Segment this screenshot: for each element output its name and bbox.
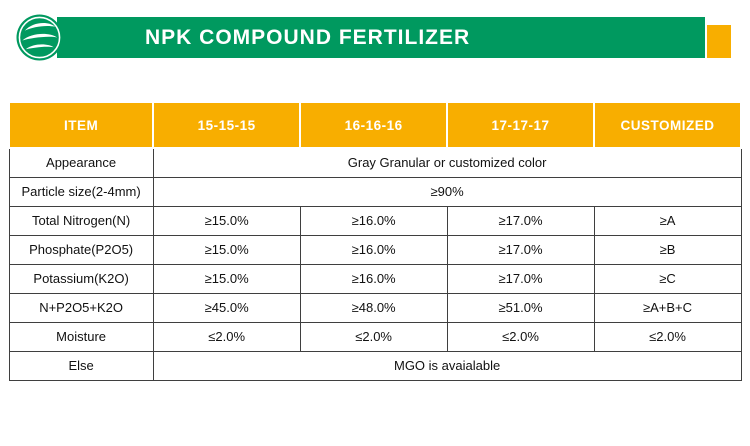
header-banner: NPK COMPOUND FERTILIZER bbox=[0, 14, 750, 61]
cell-value: ≤2.0% bbox=[593, 321, 742, 352]
cell-value: ≥17.0% bbox=[446, 234, 595, 265]
header-yellow-accent bbox=[707, 25, 731, 58]
cell-value: ≥B bbox=[593, 234, 742, 265]
row-span-value: Gray Granular or customized color bbox=[152, 147, 742, 178]
table-row: Total Nitrogen(N) ≥15.0% ≥16.0% ≥17.0% ≥… bbox=[8, 205, 742, 236]
cell-value: ≥16.0% bbox=[299, 205, 448, 236]
cell-value: ≥17.0% bbox=[446, 205, 595, 236]
cell-value: ≤2.0% bbox=[446, 321, 595, 352]
table-row: N+P2O5+K2O ≥45.0% ≥48.0% ≥51.0% ≥A+B+C bbox=[8, 292, 742, 323]
cell-value: ≥A+B+C bbox=[593, 292, 742, 323]
fertilizer-spec-table: ITEM 15-15-15 16-16-16 17-17-17 CUSTOMIZ… bbox=[7, 101, 742, 381]
row-label: Moisture bbox=[8, 321, 154, 352]
table-row: Moisture ≤2.0% ≤2.0% ≤2.0% ≤2.0% bbox=[8, 321, 742, 352]
col-header-15-15-15: 15-15-15 bbox=[152, 101, 302, 149]
table-row: Potassium(K2O) ≥15.0% ≥16.0% ≥17.0% ≥C bbox=[8, 263, 742, 294]
cell-value: ≥A bbox=[593, 205, 742, 236]
row-label: Appearance bbox=[8, 147, 154, 178]
brand-globe-logo-icon bbox=[16, 14, 63, 61]
row-label: Particle size(2-4mm) bbox=[8, 176, 154, 207]
row-span-value: MGO is avaialable bbox=[152, 350, 742, 381]
cell-value: ≥16.0% bbox=[299, 263, 448, 294]
cell-value: ≤2.0% bbox=[152, 321, 301, 352]
cell-value: ≥15.0% bbox=[152, 234, 301, 265]
col-header-16-16-16: 16-16-16 bbox=[299, 101, 449, 149]
cell-value: ≥15.0% bbox=[152, 263, 301, 294]
row-label: Phosphate(P2O5) bbox=[8, 234, 154, 265]
row-span-value: ≥90% bbox=[152, 176, 742, 207]
col-header-17-17-17: 17-17-17 bbox=[446, 101, 596, 149]
cell-value: ≥16.0% bbox=[299, 234, 448, 265]
row-label: Else bbox=[8, 350, 154, 381]
cell-value: ≥45.0% bbox=[152, 292, 301, 323]
row-label: N+P2O5+K2O bbox=[8, 292, 154, 323]
table-row: Phosphate(P2O5) ≥15.0% ≥16.0% ≥17.0% ≥B bbox=[8, 234, 742, 265]
cell-value: ≥15.0% bbox=[152, 205, 301, 236]
row-label: Potassium(K2O) bbox=[8, 263, 154, 294]
table-row: Appearance Gray Granular or customized c… bbox=[8, 147, 742, 178]
cell-value: ≥48.0% bbox=[299, 292, 448, 323]
table-header-row: ITEM 15-15-15 16-16-16 17-17-17 CUSTOMIZ… bbox=[7, 101, 742, 149]
page-title: NPK COMPOUND FERTILIZER bbox=[145, 25, 471, 49]
cell-value: ≥C bbox=[593, 263, 742, 294]
table-row: Particle size(2-4mm) ≥90% bbox=[8, 176, 742, 207]
cell-value: ≥17.0% bbox=[446, 263, 595, 294]
cell-value: ≥51.0% bbox=[446, 292, 595, 323]
header-green-bar: NPK COMPOUND FERTILIZER bbox=[57, 17, 705, 58]
col-header-customized: CUSTOMIZED bbox=[593, 101, 742, 149]
cell-value: ≤2.0% bbox=[299, 321, 448, 352]
col-header-item: ITEM bbox=[7, 101, 155, 149]
row-label: Total Nitrogen(N) bbox=[8, 205, 154, 236]
table-row: Else MGO is avaialable bbox=[8, 350, 742, 381]
